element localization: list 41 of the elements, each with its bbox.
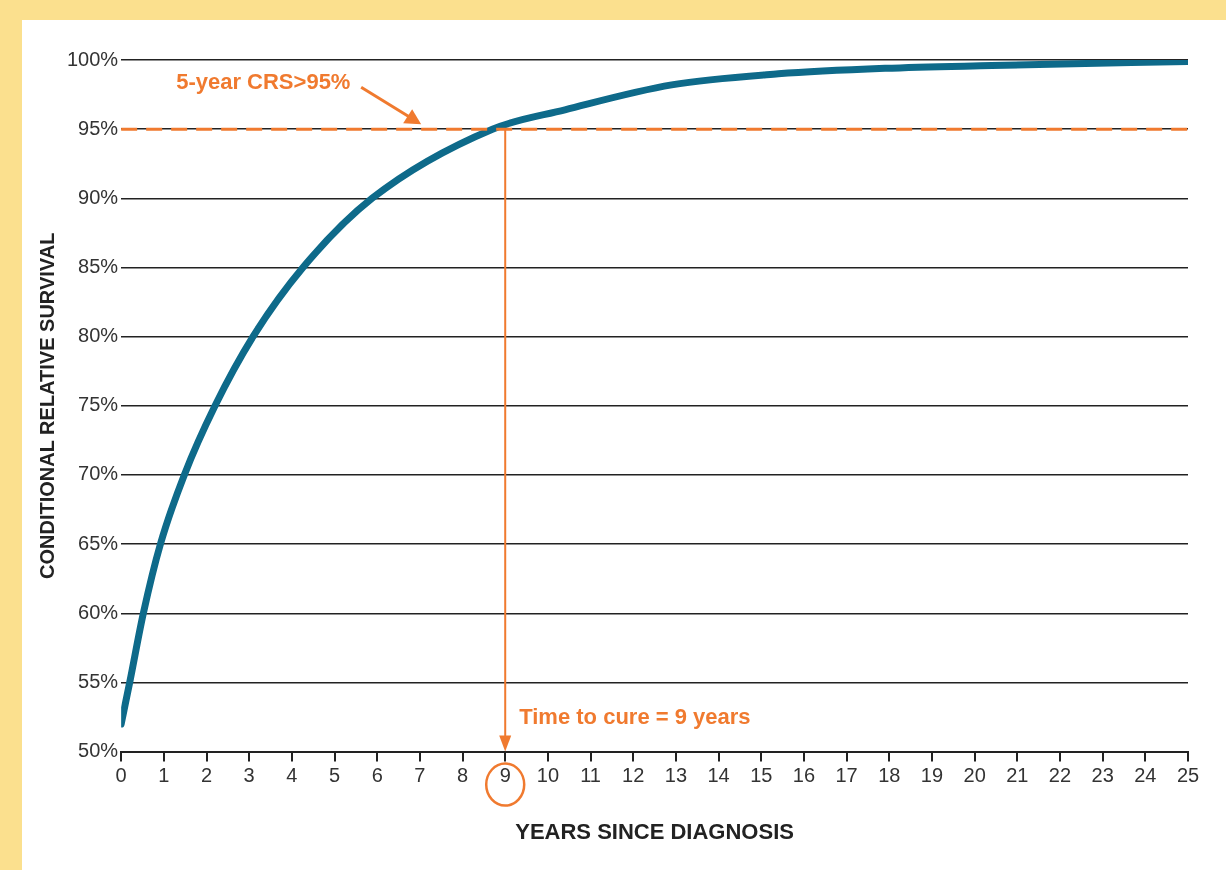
x-tick-label: 12 (622, 764, 645, 787)
x-tick-label: 7 (414, 764, 426, 787)
x-tick-label: 0 (115, 764, 127, 787)
x-tick-label: 14 (707, 764, 730, 787)
x-tick-label: 21 (1006, 764, 1029, 787)
x-tick-label: 22 (1048, 764, 1072, 787)
x-tick-label: 19 (920, 764, 944, 787)
y-tick-label: 90% (78, 185, 119, 208)
x-tick-label: 1 (158, 764, 170, 787)
y-tick-label: 80% (78, 324, 119, 347)
x-tick-label: 10 (536, 764, 560, 787)
x-tick-label: 25 (1176, 764, 1200, 787)
y-tick-label: 95% (78, 116, 119, 139)
x-tick-label: 2 (200, 764, 213, 787)
x-tick-label: 5 (328, 764, 341, 787)
x-tick-label: 3 (243, 764, 255, 787)
y-tick-label: 100% (67, 47, 119, 70)
y-axis-title: CONDITIONAL RELATIVE SURVIVAL (35, 232, 58, 579)
x-tick-label: 15 (750, 764, 773, 787)
x-axis-title: YEARS SINCE DIAGNOSIS (515, 818, 794, 844)
x-tick-label: 18 (878, 764, 901, 787)
y-tick-label: 65% (78, 531, 119, 554)
x-tick-label: 17 (835, 764, 858, 787)
x-tick-label: 9 (499, 764, 511, 787)
y-tick-label: 50% (78, 739, 119, 762)
x-tick-label: 11 (580, 764, 601, 787)
x-tick-label: 4 (286, 764, 298, 787)
y-tick-label: 75% (78, 393, 119, 416)
x-tick-label: 13 (664, 764, 688, 787)
x-tick-label: 23 (1091, 764, 1114, 787)
x-tick-label: 6 (371, 764, 383, 787)
x-tick-label: 16 (792, 764, 816, 787)
y-tick-label: 85% (78, 255, 119, 277)
y-tick-label: 55% (78, 669, 119, 692)
ref-line-label: Time to cure = 9 years (519, 703, 751, 729)
x-tick-label: 20 (963, 764, 986, 787)
x-tick-label: 24 (1134, 764, 1157, 787)
ref-line-label: 5-year CRS>95% (176, 69, 351, 95)
x-tick-label: 8 (456, 764, 469, 787)
y-tick-label: 60% (78, 600, 119, 623)
y-tick-label: 70% (78, 462, 119, 485)
